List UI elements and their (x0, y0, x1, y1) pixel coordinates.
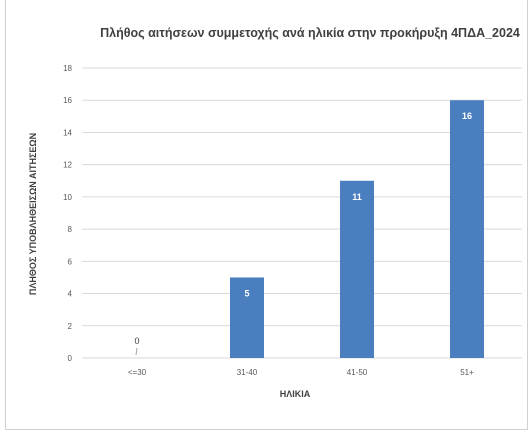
bar (340, 180, 374, 358)
bar (230, 277, 264, 358)
x-tick-labels: <=30 31-40 41-50 51+ (128, 368, 474, 377)
gridlines (82, 67, 522, 359)
bars (230, 100, 484, 358)
chart-title: Πλήθος αιτήσεων συμμετοχής ανά ηλικία στ… (100, 26, 520, 40)
data-label: 0 (134, 336, 139, 346)
x-tick-label: <=30 (128, 368, 147, 377)
y-tick-label: 18 (63, 64, 72, 73)
x-tick-label: 41-50 (347, 368, 368, 377)
y-tick-label: 12 (63, 161, 72, 170)
data-label: 5 (244, 288, 249, 298)
y-tick-label: 14 (63, 128, 72, 137)
data-labels: 0 5 11 16 (134, 111, 472, 356)
y-tick-label: 0 (68, 354, 73, 363)
x-axis-title: ΗΛΙΚΙΑ (280, 389, 311, 399)
data-label: 16 (462, 111, 472, 121)
y-axis-title: ΠΛΗΘΟΣ ΥΠΟΒΛΗΘΕΙΣΩΝ ΑΙΤΗΣΕΩΝ (28, 133, 38, 295)
y-tick-label: 4 (68, 290, 73, 299)
y-tick-label: 16 (63, 96, 72, 105)
x-tick-label: 51+ (460, 368, 474, 377)
y-tick-label: 10 (63, 193, 72, 202)
leader-line (135, 347, 138, 356)
y-tick-labels: 0 2 4 6 8 10 12 14 16 18 (63, 64, 72, 363)
y-tick-label: 8 (68, 225, 73, 234)
y-tick-label: 2 (68, 322, 73, 331)
data-label: 11 (352, 192, 362, 202)
x-tick-label: 31-40 (237, 368, 258, 377)
y-tick-label: 6 (68, 257, 73, 266)
bar (450, 100, 484, 358)
